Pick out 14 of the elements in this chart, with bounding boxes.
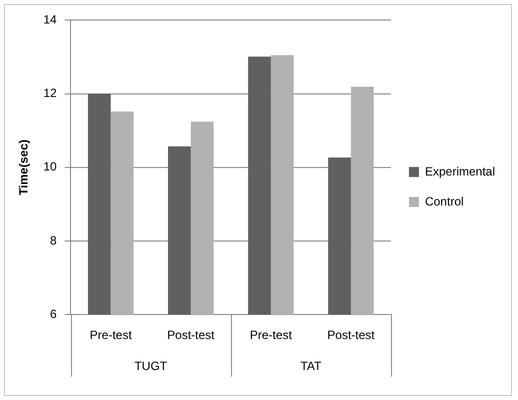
y-tick-label: 12	[43, 86, 58, 100]
text: TAT	[300, 358, 322, 373]
y-tick-label: 10	[43, 160, 58, 174]
y-tick-label: 8	[50, 233, 58, 248]
x-tick-label: Post-test	[167, 328, 216, 342]
text: TUGT	[134, 358, 168, 373]
y-tick-label: 6	[50, 306, 58, 321]
y-axis-title: Time(sec)	[16, 139, 31, 196]
legend-label: Experimental	[424, 164, 495, 178]
x-tick-label: Post-test	[327, 328, 376, 342]
x-tick-label: Pre-test	[250, 328, 293, 342]
legend-label: Control	[424, 194, 464, 208]
y-tick-label: 14	[43, 12, 58, 27]
x-tick-label: Pre-test	[90, 328, 132, 342]
